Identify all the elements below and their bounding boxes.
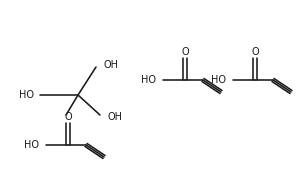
Text: HO: HO — [24, 140, 39, 150]
Text: O: O — [251, 47, 259, 57]
Text: HO: HO — [19, 90, 34, 100]
Text: O: O — [64, 112, 72, 122]
Text: OH: OH — [108, 112, 123, 122]
Text: OH: OH — [104, 60, 119, 70]
Text: HO: HO — [141, 75, 156, 85]
Text: HO: HO — [211, 75, 226, 85]
Text: O: O — [181, 47, 189, 57]
